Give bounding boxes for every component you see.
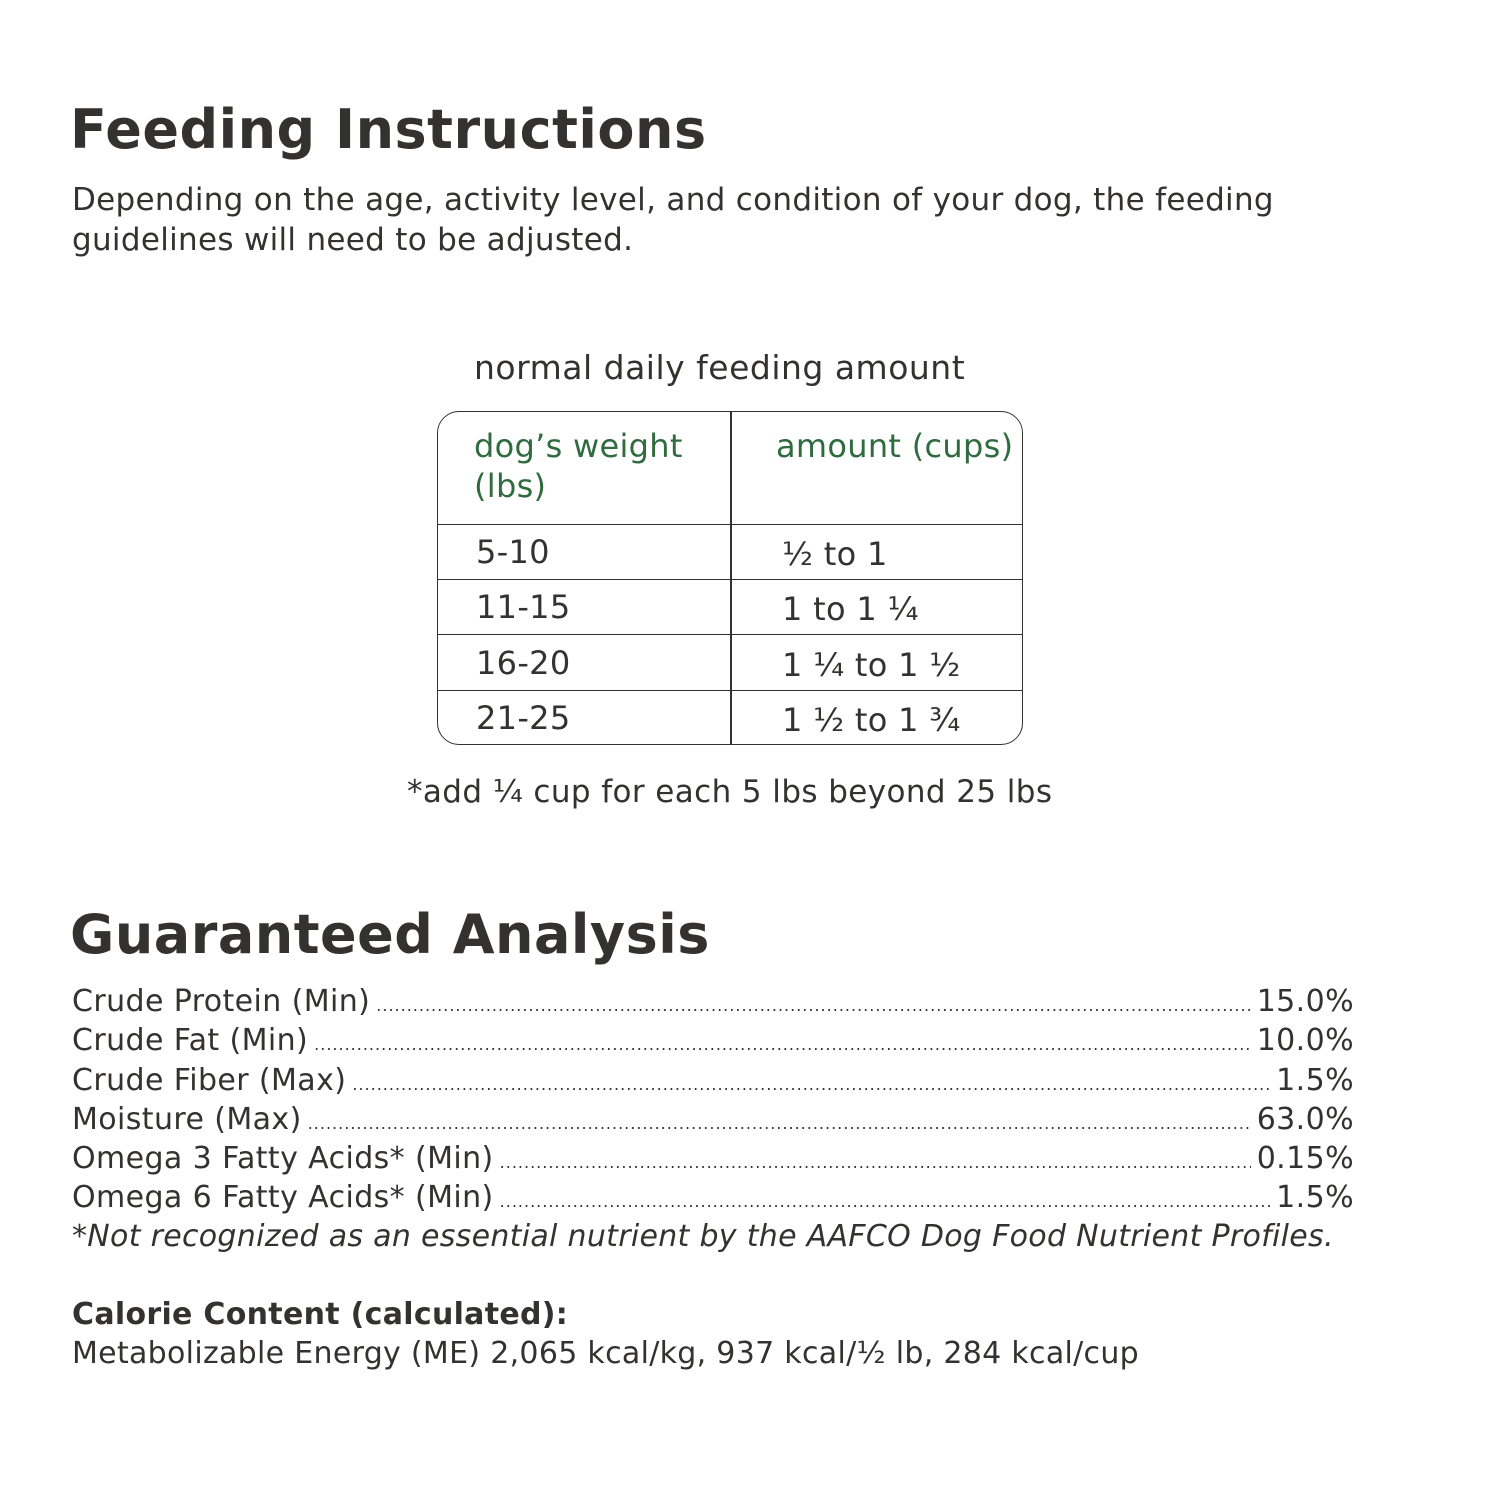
calorie-content-title: Calorie Content (calculated): (72, 1297, 569, 1332)
table-row: 5-10 ½ to 1 (438, 524, 1022, 580)
dot-leader: ........................................… (499, 1153, 1251, 1173)
dot-leader: ........................................… (307, 1113, 1251, 1133)
analysis-label: Crude Fiber (Max) (72, 1062, 347, 1098)
analysis-value: 15.0% (1256, 984, 1354, 1019)
guaranteed-analysis-title: Guaranteed Analysis (70, 903, 710, 966)
weight-cell: 16-20 (476, 644, 571, 682)
dot-leader: ........................................… (314, 1035, 1251, 1055)
list-item: Moisture (Max) .........................… (72, 1100, 1354, 1139)
dot-leader: ........................................… (499, 1192, 1271, 1212)
weight-cell: 5-10 (476, 533, 550, 571)
analysis-label: Omega 6 Fatty Acids* (Min) (72, 1180, 494, 1216)
weight-cell: 11-15 (476, 588, 571, 626)
dot-leader: ........................................… (376, 996, 1250, 1015)
analysis-value: 0.15% (1256, 1141, 1354, 1177)
amount-cell: 1 ½ to 1 ¾ (782, 701, 961, 739)
list-item: Omega 6 Fatty Acids* (Min) .............… (72, 1178, 1354, 1217)
header-dogs-weight: dog’s weight (lbs) (474, 427, 683, 505)
feeding-intro-text: Depending on the age, activity level, an… (72, 182, 1274, 258)
analysis-value: 63.0% (1256, 1101, 1354, 1137)
analysis-label: Crude Protein (Min) (72, 984, 371, 1019)
feeding-table-footnote: *add ¼ cup for each 5 lbs beyond 25 lbs (407, 774, 1053, 810)
amount-cell: 1 ¼ to 1 ½ (782, 646, 961, 684)
analysis-footnote: *Not recognized as an essential nutrient… (72, 1219, 1334, 1254)
analysis-label: Omega 3 Fatty Acids* (Min) (72, 1141, 494, 1177)
weight-cell: 21-25 (476, 699, 571, 737)
table-row: 11-15 1 to 1 ¼ (438, 579, 1022, 635)
list-item: Crude Fat (Min) ........................… (72, 1021, 1354, 1060)
table-row: 16-20 1 ¼ to 1 ½ (438, 635, 1022, 691)
feeding-table: dog’s weight (lbs) amount (cups) 5-10 ½ … (437, 411, 1023, 745)
amount-cell: ½ to 1 (782, 535, 888, 573)
dot-leader: ........................................… (352, 1074, 1270, 1094)
feeding-instructions-title: Feeding Instructions (70, 98, 707, 161)
analysis-value: 1.5% (1276, 1062, 1354, 1098)
feeding-table-header-row: dog’s weight (lbs) amount (cups) (438, 412, 1022, 525)
list-item: Omega 3 Fatty Acids* (Min) .............… (72, 1139, 1354, 1178)
guaranteed-analysis-list: Crude Protein (Min) ....................… (72, 982, 1354, 1218)
list-item: Crude Fiber (Max) ......................… (72, 1061, 1354, 1100)
feeding-table-column-divider (730, 412, 732, 744)
feeding-table-caption: normal daily feeding amount (474, 348, 966, 387)
list-item: Crude Protein (Min) ....................… (72, 982, 1354, 1021)
analysis-label: Crude Fat (Min) (72, 1023, 309, 1059)
table-row: 21-25 1 ½ to 1 ¾ (438, 690, 1022, 744)
amount-cell: 1 to 1 ¼ (782, 590, 919, 628)
calorie-content-text: Metabolizable Energy (ME) 2,065 kcal/kg,… (72, 1336, 1140, 1371)
analysis-value: 1.5% (1276, 1180, 1354, 1216)
analysis-value: 10.0% (1256, 1023, 1354, 1059)
header-amount: amount (cups) (776, 427, 1014, 465)
analysis-label: Moisture (Max) (72, 1101, 302, 1137)
